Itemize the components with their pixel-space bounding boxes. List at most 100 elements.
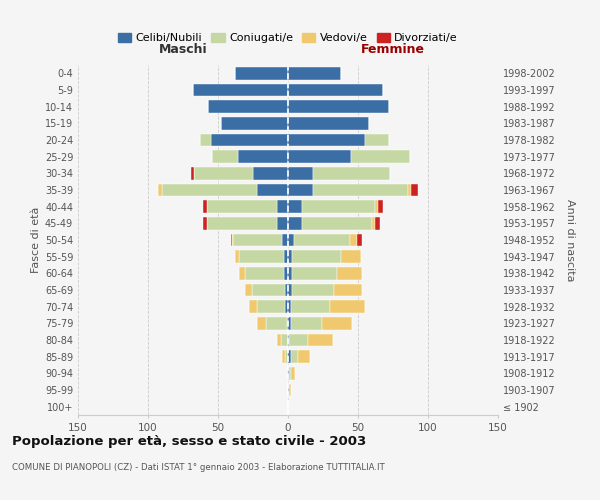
Bar [288, 250, 292, 263]
Bar [292, 267, 337, 280]
Bar [235, 250, 239, 263]
Bar [292, 250, 341, 263]
Bar [356, 234, 362, 246]
Bar [287, 367, 288, 380]
Bar [291, 350, 298, 363]
Bar [313, 184, 409, 196]
Bar [375, 200, 377, 213]
Bar [288, 134, 365, 146]
Bar [194, 167, 253, 179]
Bar [288, 284, 292, 296]
Bar [291, 317, 322, 330]
Bar [377, 200, 383, 213]
Bar [203, 217, 207, 230]
Bar [337, 267, 362, 280]
Bar [288, 200, 302, 213]
Bar [158, 184, 162, 196]
Bar [291, 367, 295, 380]
Bar [334, 284, 362, 296]
Bar [375, 217, 380, 230]
Bar [285, 300, 288, 313]
Bar [162, 184, 257, 196]
Bar [293, 234, 350, 246]
Bar [292, 284, 334, 296]
Legend: Celibi/Nubili, Coniugati/e, Vedovi/e, Divorziati/e: Celibi/Nubili, Coniugati/e, Vedovi/e, Di… [113, 28, 463, 48]
Bar [257, 317, 266, 330]
Bar [289, 334, 308, 346]
Bar [288, 334, 289, 346]
Bar [207, 200, 277, 213]
Bar [284, 250, 288, 263]
Bar [253, 167, 288, 179]
Bar [211, 134, 288, 146]
Bar [277, 217, 288, 230]
Bar [330, 300, 365, 313]
Bar [203, 200, 207, 213]
Bar [288, 150, 351, 163]
Bar [200, 134, 211, 146]
Bar [281, 334, 288, 346]
Bar [277, 334, 281, 346]
Bar [233, 234, 283, 246]
Bar [288, 217, 302, 230]
Bar [239, 267, 245, 280]
Text: COMUNE DI PIANOPOLI (CZ) - Dati ISTAT 1° gennaio 2003 - Elaborazione TUTTITALIA.: COMUNE DI PIANOPOLI (CZ) - Dati ISTAT 1°… [12, 464, 385, 472]
Bar [308, 334, 333, 346]
Bar [245, 284, 251, 296]
Bar [409, 184, 411, 196]
Bar [257, 300, 285, 313]
Text: Popolazione per età, sesso e stato civile - 2003: Popolazione per età, sesso e stato civil… [12, 434, 366, 448]
Bar [288, 367, 289, 380]
Bar [322, 317, 352, 330]
Bar [232, 234, 233, 246]
Bar [284, 267, 288, 280]
Bar [193, 84, 288, 96]
Bar [283, 234, 288, 246]
Bar [285, 284, 288, 296]
Bar [288, 167, 313, 179]
Bar [288, 267, 292, 280]
Bar [411, 184, 418, 196]
Bar [277, 200, 288, 213]
Bar [239, 250, 284, 263]
Bar [221, 117, 288, 130]
Bar [288, 317, 291, 330]
Bar [212, 150, 238, 163]
Bar [266, 317, 287, 330]
Bar [288, 350, 291, 363]
Bar [302, 217, 372, 230]
Bar [341, 250, 361, 263]
Bar [249, 300, 257, 313]
Bar [291, 300, 330, 313]
Bar [207, 217, 277, 230]
Bar [365, 134, 389, 146]
Bar [298, 350, 310, 363]
Y-axis label: Anni di nascita: Anni di nascita [565, 198, 575, 281]
Bar [288, 234, 293, 246]
Bar [288, 184, 313, 196]
Bar [288, 100, 389, 113]
Bar [283, 350, 285, 363]
Text: Maschi: Maschi [158, 44, 208, 56]
Bar [288, 117, 369, 130]
Bar [238, 150, 288, 163]
Bar [245, 267, 284, 280]
Bar [302, 200, 375, 213]
Text: Femmine: Femmine [361, 44, 425, 56]
Bar [191, 167, 194, 179]
Bar [257, 184, 288, 196]
Bar [288, 384, 289, 396]
Bar [372, 217, 375, 230]
Bar [313, 167, 390, 179]
Bar [289, 384, 291, 396]
Bar [288, 84, 383, 96]
Bar [289, 367, 291, 380]
Bar [208, 100, 288, 113]
Bar [251, 284, 285, 296]
Bar [235, 67, 288, 80]
Bar [230, 234, 232, 246]
Bar [288, 67, 341, 80]
Y-axis label: Fasce di età: Fasce di età [31, 207, 41, 273]
Bar [285, 350, 288, 363]
Bar [288, 300, 291, 313]
